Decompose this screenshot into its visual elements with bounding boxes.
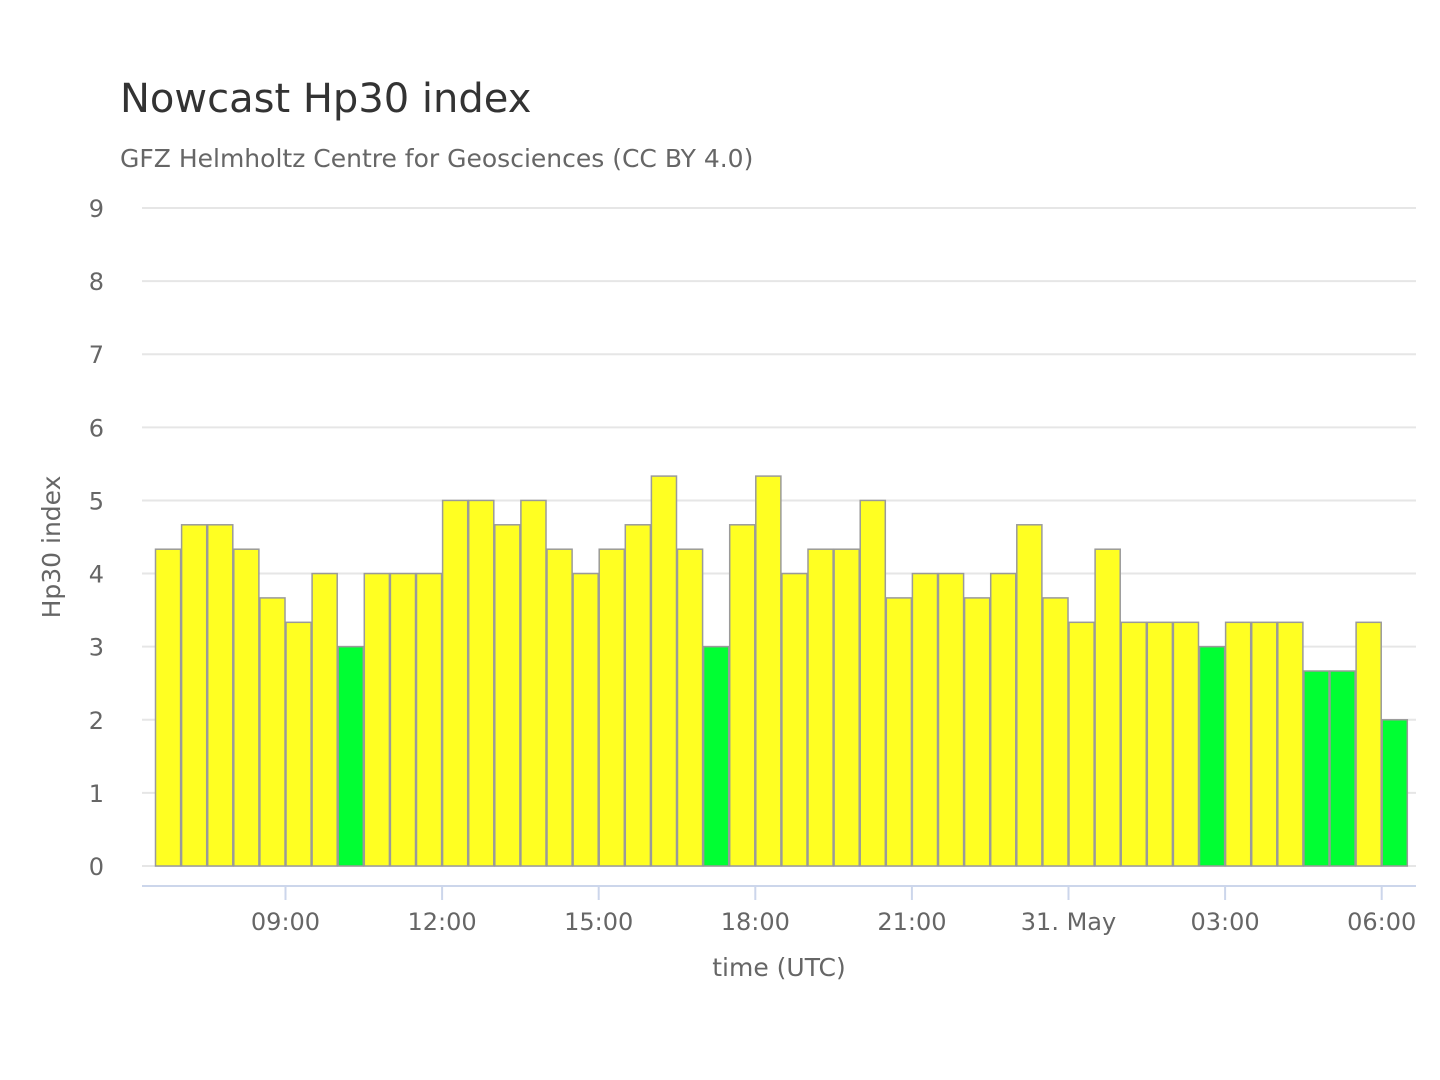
bars <box>154 475 1409 867</box>
chart-subtitle: GFZ Helmholtz Centre for Geosciences (CC… <box>120 144 754 173</box>
bar[interactable] <box>467 499 495 867</box>
bar[interactable] <box>650 475 678 867</box>
x-tick-label: 03:00 <box>1191 908 1260 936</box>
bar[interactable] <box>389 572 417 867</box>
x-tick-label: 15:00 <box>564 908 633 936</box>
bar[interactable] <box>1303 670 1330 867</box>
bar[interactable] <box>337 645 365 867</box>
bar[interactable] <box>546 548 573 867</box>
y-tick-label: 0 <box>89 853 104 881</box>
y-tick-label: 2 <box>89 707 104 735</box>
y-tick-label: 1 <box>89 780 104 808</box>
bar[interactable] <box>1094 548 1121 867</box>
y-tick-label: 6 <box>89 414 104 442</box>
bar[interactable] <box>1381 719 1409 867</box>
bar[interactable] <box>885 597 913 867</box>
bar[interactable] <box>755 475 782 867</box>
bar[interactable] <box>937 572 965 867</box>
y-tick-label: 5 <box>89 487 104 515</box>
bar[interactable] <box>1146 621 1174 867</box>
bar[interactable] <box>859 499 887 867</box>
x-tick-label: 31. May <box>1021 908 1116 936</box>
bar[interactable] <box>363 572 391 867</box>
x-tick-label: 09:00 <box>251 908 320 936</box>
bar[interactable] <box>624 524 652 867</box>
x-tick-label: 18:00 <box>721 908 790 936</box>
bar[interactable] <box>206 524 234 867</box>
y-tick-label: 9 <box>89 195 104 223</box>
y-tick-label: 8 <box>89 268 104 296</box>
y-tick-label: 3 <box>89 634 104 662</box>
bar[interactable] <box>1120 621 1148 867</box>
bar[interactable] <box>1329 670 1356 867</box>
bar[interactable] <box>1277 621 1304 867</box>
x-tick-label: 06:00 <box>1347 908 1416 936</box>
bar[interactable] <box>989 572 1017 867</box>
bar[interactable] <box>1016 524 1043 867</box>
bar[interactable] <box>833 548 860 867</box>
bar[interactable] <box>1224 621 1252 867</box>
bar[interactable] <box>180 524 208 867</box>
bar[interactable] <box>911 572 939 867</box>
bar[interactable] <box>520 499 547 867</box>
bar[interactable] <box>728 524 756 867</box>
bar[interactable] <box>494 524 521 867</box>
bar[interactable] <box>572 572 599 867</box>
y-axis-ticks: 0 1 2 3 4 5 6 7 8 9 <box>89 195 104 881</box>
bar[interactable] <box>154 548 182 867</box>
y-axis-title: Hp30 index <box>37 476 66 619</box>
bar[interactable] <box>1042 597 1069 867</box>
bar[interactable] <box>598 548 626 867</box>
y-tick-label: 4 <box>89 561 104 589</box>
bar[interactable] <box>676 548 704 867</box>
x-axis-title: time (UTC) <box>712 953 846 982</box>
bar[interactable] <box>259 597 286 867</box>
bar[interactable] <box>1068 621 1095 867</box>
bar[interactable] <box>807 548 834 867</box>
chart-title: Nowcast Hp30 index <box>120 76 532 122</box>
x-axis-ticks: 09:00 12:00 15:00 18:00 21:00 31. May 03:00 06:… <box>251 886 1416 936</box>
bar[interactable] <box>233 548 260 867</box>
bar[interactable] <box>1355 621 1382 867</box>
x-tick-label: 21:00 <box>877 908 946 936</box>
bar[interactable] <box>311 572 338 867</box>
bar[interactable] <box>441 499 469 867</box>
bar[interactable] <box>1198 645 1226 867</box>
bar[interactable] <box>702 645 730 867</box>
bar[interactable] <box>963 597 991 867</box>
x-tick-label: 12:00 <box>408 908 477 936</box>
bar[interactable] <box>285 621 312 867</box>
bar[interactable] <box>781 572 808 867</box>
y-tick-label: 7 <box>89 341 104 369</box>
bar[interactable] <box>1250 621 1278 867</box>
bar[interactable] <box>415 572 443 867</box>
bar[interactable] <box>1172 621 1200 867</box>
